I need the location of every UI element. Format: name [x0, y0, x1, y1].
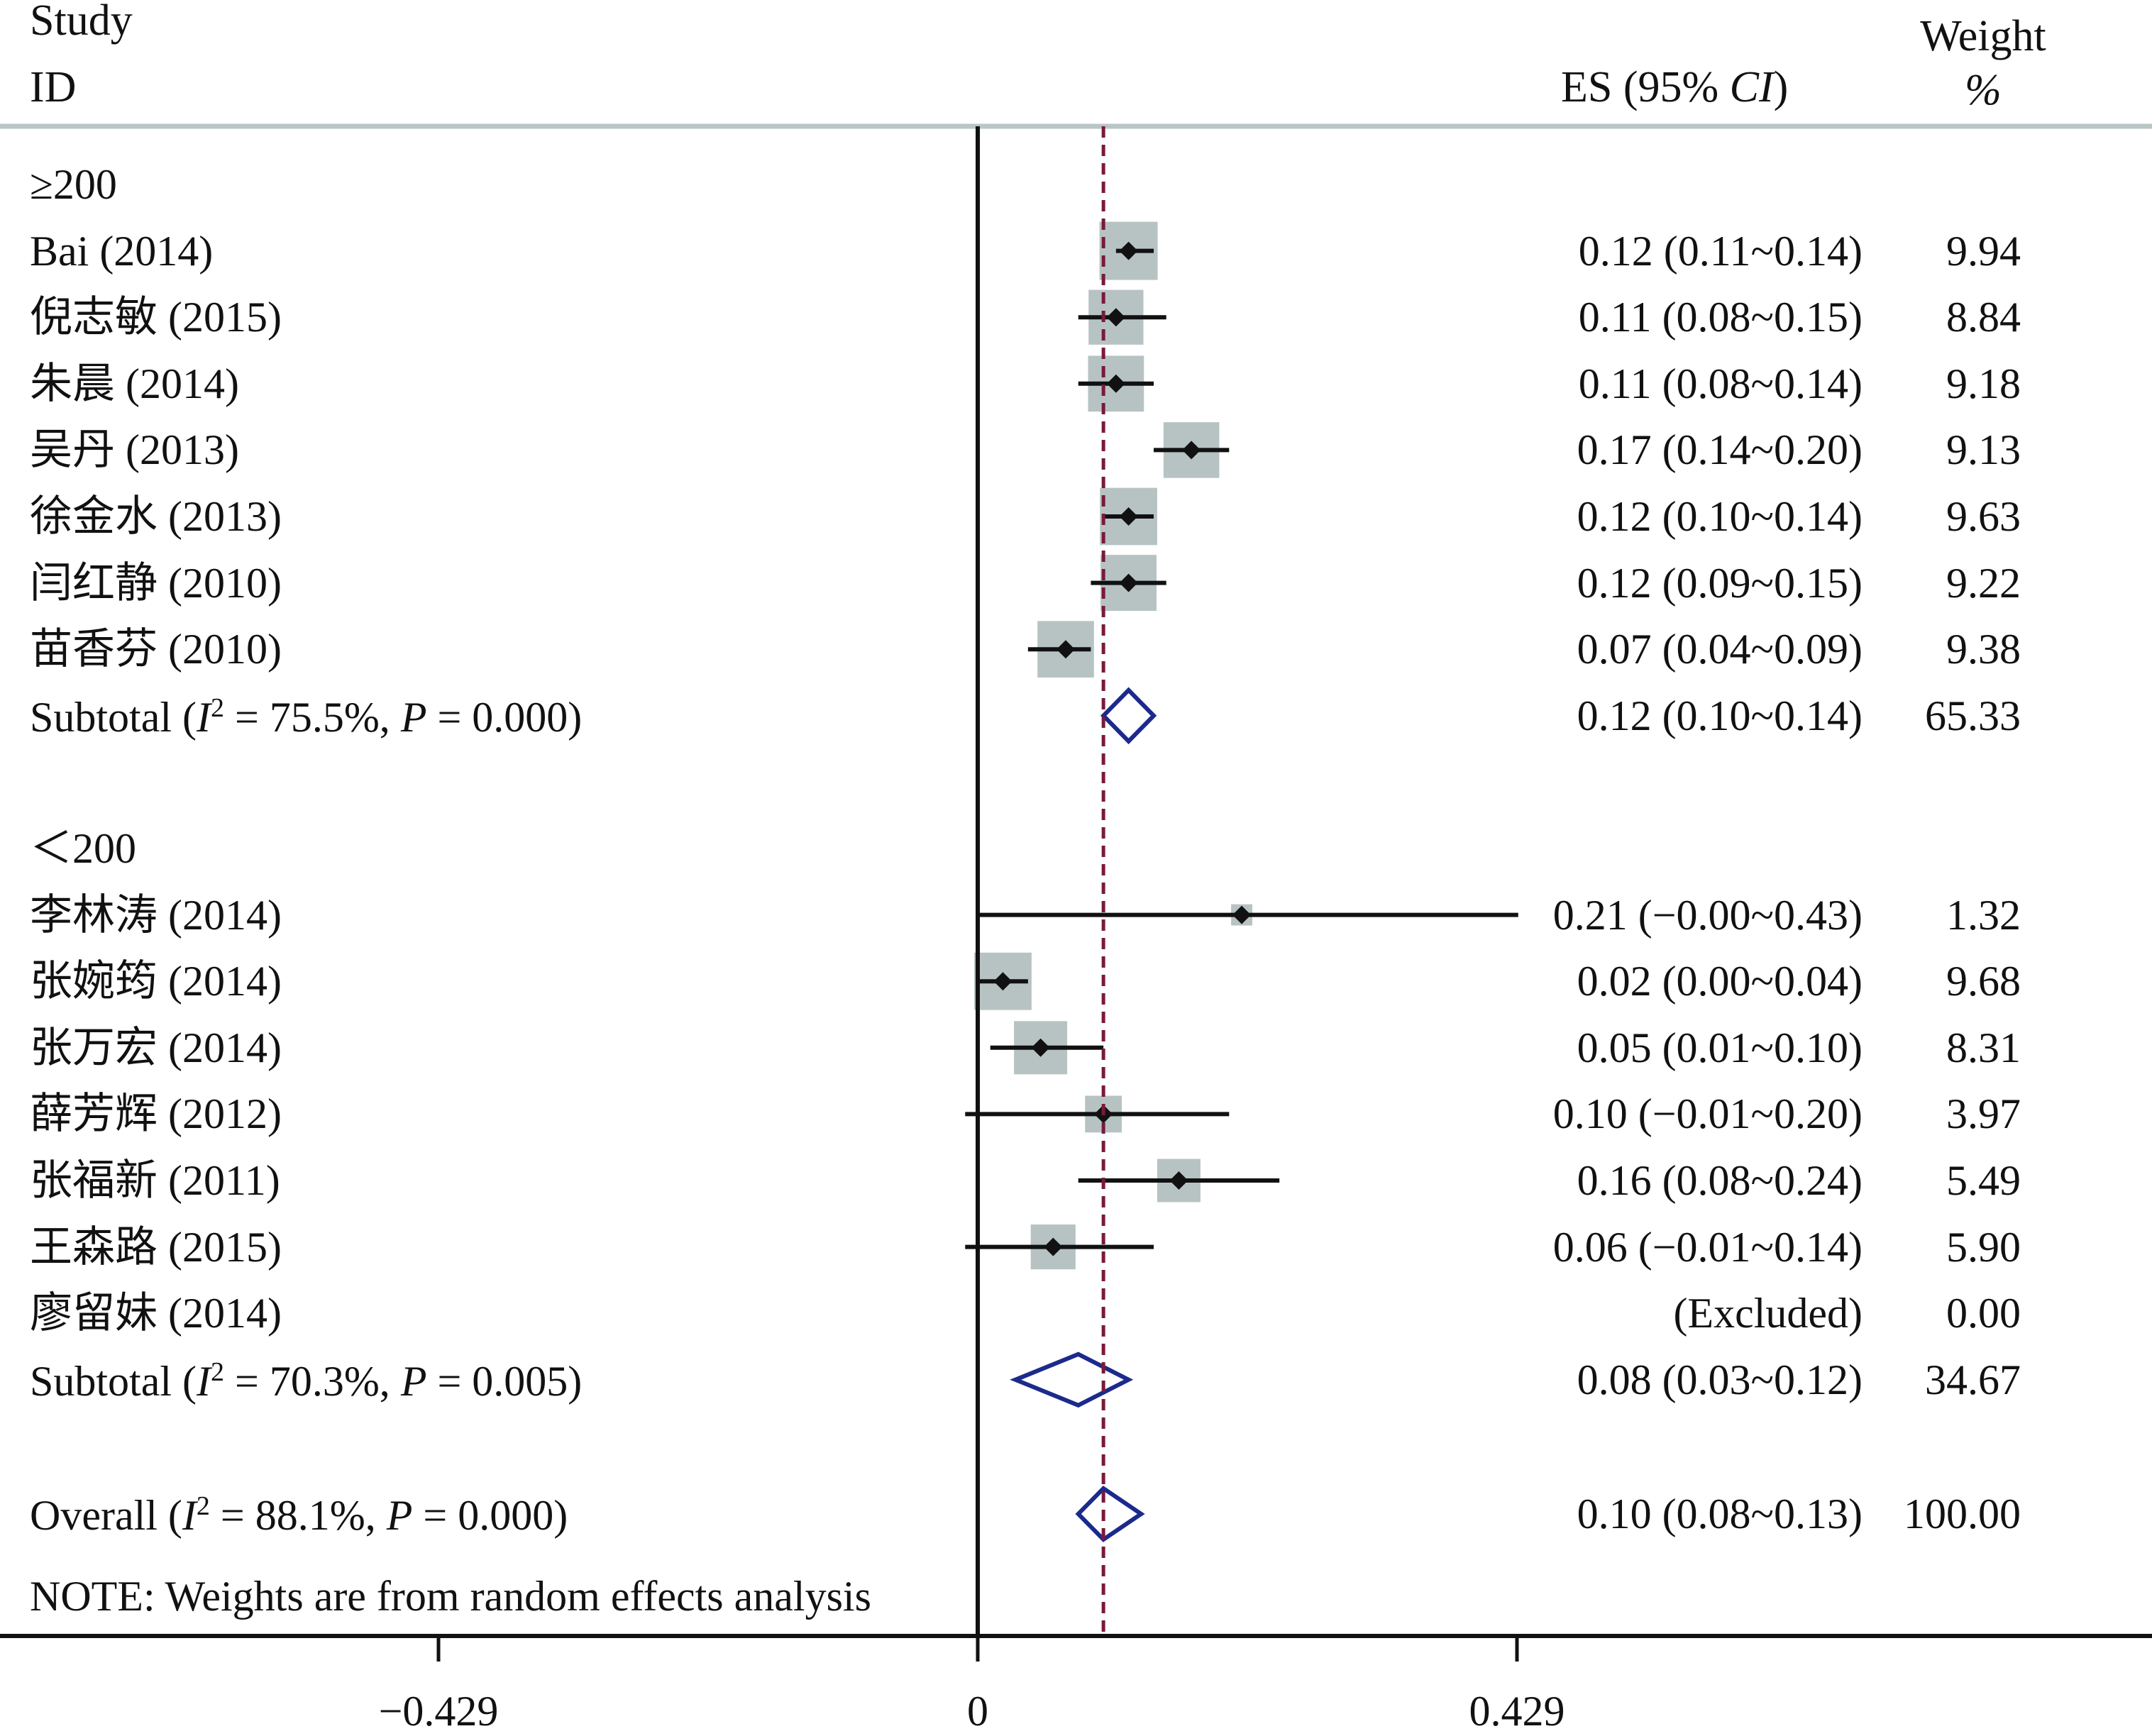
header-study-label: Study [30, 0, 133, 45]
study-name-5: 闫红静 (2010) [30, 559, 282, 607]
subtotal-0: Subtotal (I2 = 75.5%, P = 0.000) [30, 695, 582, 739]
study-es-text-1: 0.11 (0.08~0.15) [1578, 294, 1863, 341]
study-weight-3: 9.13 [1946, 426, 2021, 474]
overall-p-value: = 0.000) [412, 1492, 568, 1539]
group-label-1: ＜200 [30, 825, 136, 872]
overall-i-symbol: I [182, 1492, 197, 1539]
overall-es-text: 0.10 (0.08~0.13) [1577, 1491, 1863, 1537]
study-weight-7: 1.32 [1946, 891, 2021, 939]
study-es-text-7: 0.21 (−0.00~0.43) [1552, 891, 1863, 939]
study-point-2 [1106, 374, 1125, 393]
overall-label: Overall ( [30, 1492, 182, 1539]
study-weight-4: 9.63 [1946, 493, 2021, 540]
study-name-9: 张万宏 (2014) [30, 1024, 282, 1071]
study-weight-5: 9.22 [1946, 559, 2021, 607]
overall-i2-value: = 88.1%, [209, 1492, 387, 1539]
study-name-0: Bai (2014) [30, 227, 214, 275]
subtotal-1-i2-value: = 70.3%, [224, 1357, 401, 1405]
subtotal-0-p-value: = 0.000) [426, 693, 583, 741]
header-es-label: ES (95% CI) [1561, 63, 1789, 111]
study-point-8 [993, 972, 1012, 991]
study-point-5 [1119, 573, 1138, 592]
study-point-1 [1106, 308, 1125, 327]
study-point-0 [1119, 241, 1138, 260]
study-point-7 [1232, 905, 1252, 924]
subtotal-1-i-symbol: I [197, 1357, 211, 1405]
study-weight-10: 3.97 [1946, 1090, 2021, 1138]
study-name-7: 李林涛 (2014) [30, 891, 282, 939]
study-name-3: 吴丹 (2013) [30, 426, 239, 474]
study-name-10: 薛芳辉 (2012) [30, 1090, 282, 1138]
study-name-11: 张福新 (2011) [30, 1157, 280, 1204]
subtotal-diamond-0 [1100, 687, 1157, 745]
overall-p-symbol: P [386, 1492, 413, 1539]
subtotal-weight-0: 65.33 [1925, 692, 2021, 739]
study-point-12 [1044, 1237, 1063, 1256]
overall: Overall (I2 = 88.1%, P = 0.000) [30, 1493, 568, 1537]
header-id-label: ID [30, 63, 77, 111]
subtotal-1-p-symbol: P [400, 1357, 427, 1405]
subtotal-diamond-1 [1010, 1351, 1134, 1408]
study-name-4: 徐金水 (2013) [30, 493, 282, 540]
study-weight-6: 9.38 [1946, 626, 2021, 673]
study-weight-2: 9.18 [1946, 360, 2021, 407]
subtotal-weight-1: 34.67 [1925, 1356, 2021, 1403]
study-es-text-5: 0.12 (0.09~0.15) [1577, 559, 1863, 607]
study-weight-12: 5.90 [1946, 1223, 2021, 1271]
study-weight-9: 8.31 [1946, 1024, 2021, 1071]
subtotal-0-label: Subtotal ( [30, 693, 197, 741]
study-weight-11: 5.49 [1946, 1157, 2021, 1204]
study-point-6 [1056, 640, 1076, 659]
study-name-12: 王森路 (2015) [30, 1223, 282, 1271]
study-point-11 [1169, 1171, 1188, 1190]
subtotal-0-i2-value: = 75.5%, [224, 693, 401, 741]
study-es-text-6: 0.07 (0.04~0.09) [1577, 626, 1863, 673]
subtotal-1-sup: 2 [210, 1356, 224, 1387]
study-point-3 [1182, 441, 1201, 460]
subtotal-1: Subtotal (I2 = 70.3%, P = 0.005) [30, 1359, 582, 1403]
x-tick-label-1: 0 [967, 1688, 988, 1735]
study-weight-8: 9.68 [1946, 958, 2021, 1005]
overall-diamond [1075, 1486, 1145, 1542]
study-name-8: 张婉筠 (2014) [30, 958, 282, 1005]
study-point-4 [1119, 507, 1138, 526]
study-name-13: 廖留妹 (2014) [30, 1290, 282, 1337]
study-es-text-0: 0.12 (0.11~0.14) [1578, 227, 1863, 275]
study-weight-0: 9.94 [1946, 227, 2021, 275]
subtotal-0-sup: 2 [210, 692, 224, 723]
study-es-text-3: 0.17 (0.14~0.20) [1577, 426, 1863, 474]
study-es-text-10: 0.10 (−0.01~0.20) [1552, 1090, 1863, 1138]
study-weight-1: 8.84 [1946, 294, 2021, 341]
subtotal-es-text-0: 0.12 (0.10~0.14) [1577, 692, 1863, 739]
subtotal-1-label: Subtotal ( [30, 1357, 197, 1405]
study-name-2: 朱晨 (2014) [30, 360, 239, 407]
subtotal-1-p-value: = 0.005) [426, 1357, 583, 1405]
overall-weight: 100.00 [1904, 1491, 2021, 1537]
x-tick-label-0: −0.429 [378, 1688, 499, 1735]
study-weight-13: 0.00 [1946, 1290, 2021, 1337]
study-es-text-9: 0.05 (0.01~0.10) [1577, 1024, 1863, 1071]
study-es-text-13: (Excluded) [1673, 1290, 1863, 1337]
subtotal-es-text-1: 0.08 (0.03~0.12) [1577, 1356, 1863, 1403]
study-name-1: 倪志敏 (2015) [30, 294, 282, 341]
subtotal-0-p-symbol: P [400, 693, 427, 741]
header-weight-label: Weight [1920, 12, 2046, 60]
group-label-0: ≥200 [30, 161, 117, 208]
study-name-6: 苗香芬 (2010) [30, 626, 282, 673]
x-tick-label-2: 0.429 [1469, 1688, 1565, 1735]
note-text: NOTE: Weights are from random effects an… [30, 1573, 871, 1620]
study-point-9 [1031, 1038, 1050, 1057]
subtotal-0-i-symbol: I [197, 693, 211, 741]
study-es-text-4: 0.12 (0.10~0.14) [1577, 493, 1863, 540]
header-weight-unit: % [1965, 66, 2002, 114]
overall-sup: 2 [196, 1491, 210, 1521]
study-es-text-11: 0.16 (0.08~0.24) [1577, 1157, 1863, 1204]
study-es-text-12: 0.06 (−0.01~0.14) [1552, 1223, 1863, 1271]
study-es-text-2: 0.11 (0.08~0.14) [1578, 360, 1863, 407]
study-es-text-8: 0.02 (0.00~0.04) [1577, 958, 1863, 1005]
